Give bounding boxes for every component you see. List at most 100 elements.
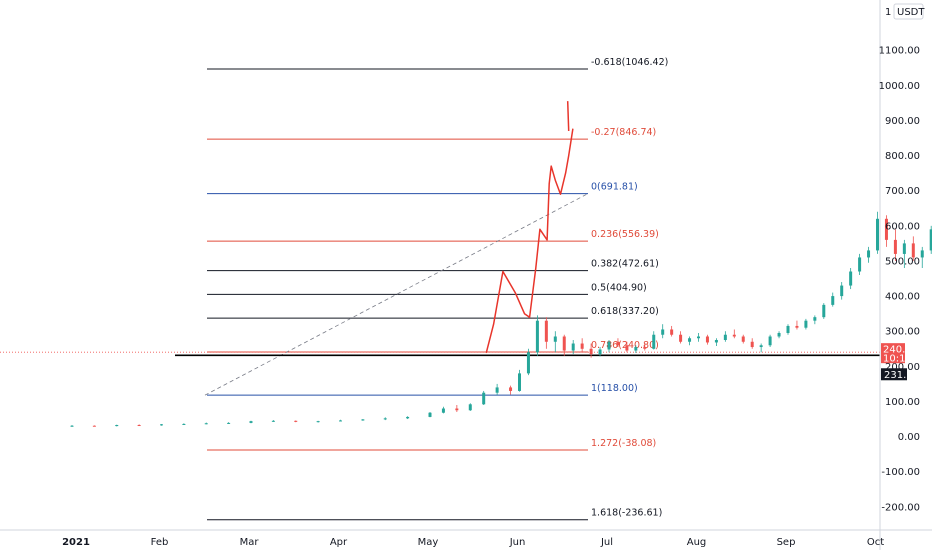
y-tick-label: 1000.00 [879,81,920,92]
candle [911,236,915,261]
candle-body [495,387,499,393]
y-tick-label: 800.00 [885,151,920,162]
candle [643,343,647,351]
candle-body [643,347,647,349]
y-tick-label: 700.00 [885,186,920,197]
candle-body [822,304,826,318]
candle [831,292,835,307]
candle-body [406,416,410,419]
candle-body [911,243,915,258]
candle [634,345,638,354]
candle [535,315,539,356]
fib-label: 1(118.00) [591,383,638,394]
candle-body [562,336,566,351]
candle-body [732,334,736,337]
candle [580,338,584,353]
y-tick-label: 1100.00 [879,46,920,57]
fib-label: 1.272(-38.08) [591,438,656,449]
fib-label: -0.618(1046.42) [591,57,668,68]
candle [316,420,320,423]
candle [697,332,700,342]
candle [884,215,888,247]
candle-body [227,422,231,424]
candle [509,385,513,395]
fib-label: 0.5(404.90) [591,282,647,293]
candle-body [598,349,602,355]
candle-body [831,296,835,305]
candle-body [634,347,638,351]
fib-lines: -0.618(1046.42) -0.27(846.74) 0(691.81) 0.2… [0,57,880,521]
candle-body [589,348,593,355]
support-tag: 231.54 [884,370,919,381]
y-tick-label: -100.00 [881,467,920,478]
candle-body [441,408,445,413]
candle [679,331,683,344]
candles [70,211,932,427]
candle-body [509,387,513,391]
candle-body [741,336,745,342]
candle-body [625,345,629,351]
currency-badge[interactable]: USDT [897,7,925,18]
candle [182,423,186,425]
fib-label: 0.382(472.61) [591,259,659,270]
candle-body [858,257,862,272]
trend-line [204,193,589,396]
candle [893,229,897,261]
candle-body [929,229,932,251]
x-tick-label: Apr [330,537,348,548]
x-tick-label: Jul [600,537,613,548]
candle [455,404,459,413]
candle [616,338,620,348]
x-tick-label: Mar [240,537,260,548]
candle [714,338,718,346]
candle-body [553,336,557,342]
candle-body [723,334,727,341]
fib-label: 0(691.81) [591,182,638,193]
candle [249,420,253,424]
candle [795,320,799,330]
candle-body [813,317,817,321]
candle [849,267,853,290]
candle-body [670,329,674,335]
current-price-tag: 240.39 [883,345,918,356]
candle-body [204,423,208,425]
candle-body [160,424,163,426]
y-tick-label: 900.00 [885,116,920,127]
y-tick-label: 300.00 [885,327,920,338]
candle-body [182,423,186,425]
x-tick-label: May [418,537,439,548]
candle-body [849,271,853,286]
y-tick-label: 0.00 [898,432,920,443]
x-tick-label: 2021 [62,537,90,548]
candle-body [316,421,320,423]
candle-body [294,420,298,422]
candle [759,343,763,353]
candle [804,318,808,330]
candle-body [705,336,709,343]
candle [406,416,410,420]
candle-body [92,425,96,427]
candle [902,239,906,268]
current-price-tag-box [881,343,905,364]
y-tick-label: 500.00 [885,256,920,267]
candle-body [893,239,897,254]
candle-body [607,341,611,350]
candle [876,211,879,254]
candle-body [840,285,844,297]
candle [670,325,674,337]
candle [544,317,548,349]
fib-label: 0.618(337.20) [591,306,659,317]
candle [705,334,709,345]
currency-badge-box[interactable] [893,3,924,20]
candle [589,343,593,358]
candle [688,336,692,346]
support-tag-box [881,368,907,381]
scale-badge[interactable]: 1 [885,7,891,18]
candle [741,334,745,344]
candle-body [571,343,575,351]
projection-spike [566,101,570,132]
y-tick-label: -200.00 [881,502,920,513]
y-tick-label: 100.00 [885,397,920,408]
candle [137,424,141,427]
candle-body [759,345,763,348]
